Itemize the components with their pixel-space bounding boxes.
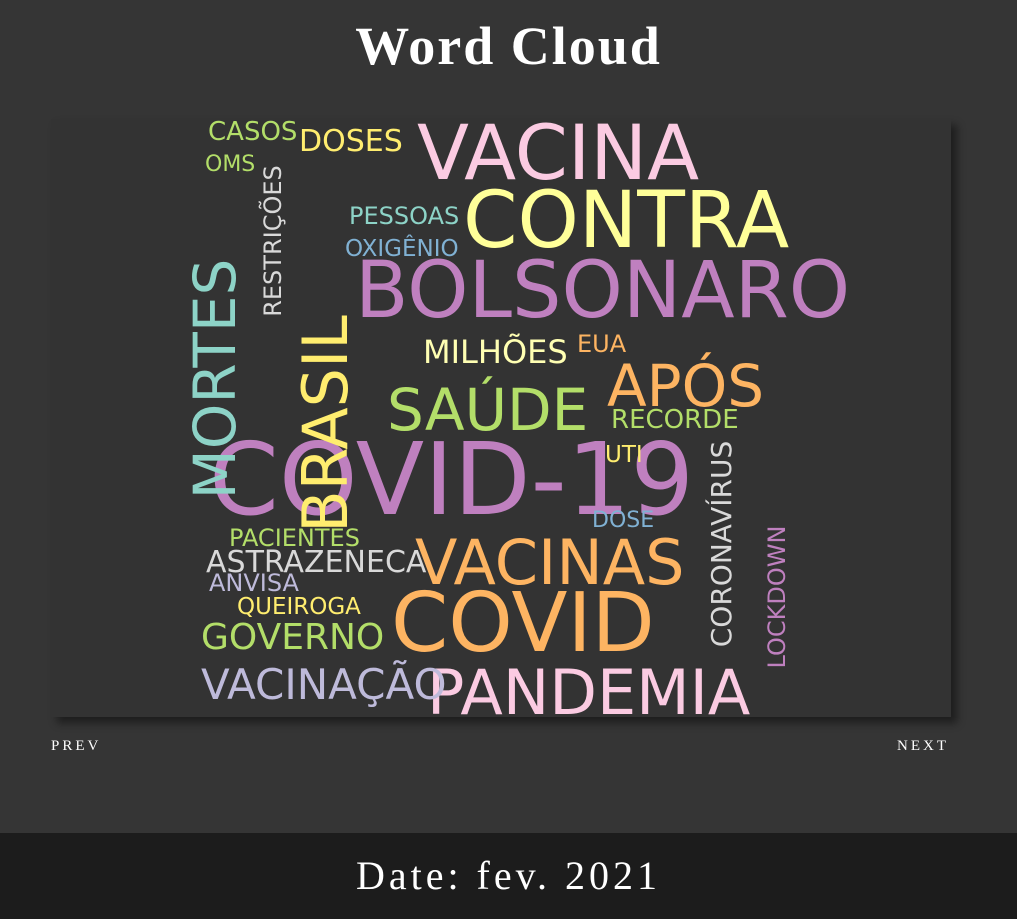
cloud-word: VACINAÇÃO bbox=[201, 659, 447, 709]
cloud-word: CASOS bbox=[208, 119, 297, 147]
prev-button[interactable]: PREV bbox=[51, 738, 102, 754]
cloud-word: EUA bbox=[577, 330, 627, 358]
next-button[interactable]: NEXT bbox=[897, 738, 949, 754]
cloud-word: VACINA bbox=[417, 119, 699, 197]
cloud-word: PESSOAS bbox=[349, 202, 459, 230]
cloud-word: QUEIROGA bbox=[237, 594, 361, 620]
cloud-word: MORTES bbox=[181, 259, 249, 500]
word-cloud-panel: COVID-19 BOLSONARO CONTRA VACINA COVID VACINA… bbox=[51, 119, 951, 717]
cloud-word: OXIGÊNIO bbox=[345, 234, 459, 262]
cloud-word: MILHÕES bbox=[423, 333, 568, 371]
cloud-word: CORONAVÍRUS bbox=[704, 441, 738, 648]
cloud-word: ASTRAZENECA bbox=[206, 545, 427, 580]
cloud-word: ANVISA bbox=[209, 569, 300, 597]
cloud-word: APÓS bbox=[607, 351, 764, 420]
cloud-word: RECORDE bbox=[611, 405, 739, 435]
cloud-word: OMS bbox=[205, 152, 255, 177]
cloud-word: LOCKDOWN bbox=[763, 526, 791, 669]
cloud-word: VACINAS bbox=[415, 526, 685, 599]
cloud-word: COVID bbox=[391, 576, 655, 671]
cloud-word: DOSE bbox=[592, 508, 654, 533]
page-title: Word Cloud bbox=[355, 16, 662, 76]
cloud-word: PACIENTES bbox=[229, 524, 360, 552]
cloud-word: CONTRA bbox=[463, 176, 789, 266]
footer-bar: Date: fev. 2021 bbox=[0, 833, 1017, 919]
footer-date: Date: fev. 2021 bbox=[355, 853, 662, 898]
cloud-word: UTI bbox=[605, 442, 643, 468]
cloud-word: COVID-19 bbox=[209, 421, 694, 538]
cloud-word: GOVERNO bbox=[201, 617, 384, 658]
cloud-word: SAÚDE bbox=[387, 375, 588, 444]
cloud-word: BRASIL bbox=[289, 315, 362, 533]
cloud-word: BOLSONARO bbox=[355, 246, 850, 336]
cloud-word: RESTRIÇÕES bbox=[257, 165, 287, 317]
cloud-word: DOSES bbox=[299, 124, 403, 159]
cloud-word: PANDEMIA bbox=[427, 656, 750, 717]
